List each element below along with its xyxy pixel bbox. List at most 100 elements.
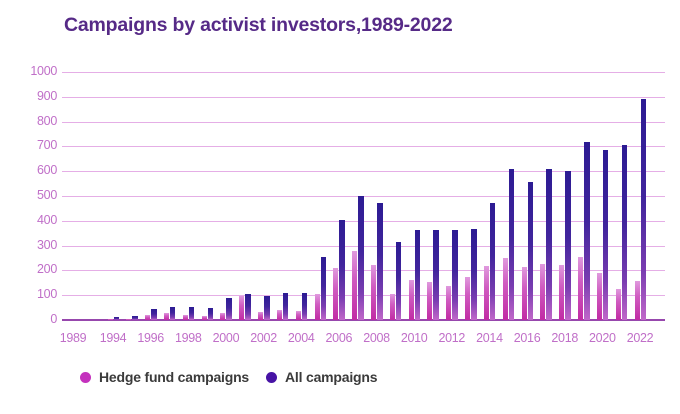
bar-hedge-2013	[465, 276, 471, 320]
x-tick-label: 1994	[99, 331, 127, 345]
bar-all-2017	[546, 168, 552, 320]
y-tick-label: 400	[37, 212, 57, 227]
bar-hedge-2019	[578, 256, 584, 320]
legend-item-hedge-fund-campaigns: Hedge fund campaigns	[80, 369, 249, 385]
bar-all-2001	[245, 294, 251, 320]
y-tick-label: 800	[37, 113, 57, 128]
bar-hedge-2001	[239, 295, 245, 320]
hedge-fund-legend-dot-icon	[80, 371, 91, 383]
x-tick-label: 2016	[513, 331, 541, 345]
bar-hedge-2000	[220, 313, 226, 320]
y-tick-label: 100	[37, 287, 57, 302]
x-tick-label: 2006	[325, 331, 353, 345]
y-tick-label: 500	[37, 188, 57, 202]
bar-hedge-2014	[483, 265, 489, 320]
bar-all-2022	[640, 99, 646, 320]
bar-all-2005	[320, 256, 327, 320]
bar-all-2015	[508, 168, 515, 320]
y-tick-label: 0	[50, 312, 57, 326]
bar-hedge-2006	[333, 268, 339, 320]
x-tick-label: 2004	[287, 331, 315, 345]
bar-hedge-1999	[201, 315, 207, 320]
y-tick-label: 200	[37, 262, 57, 277]
bar-hedge-1995	[126, 318, 132, 320]
bar-all-1997	[169, 306, 176, 320]
bar-hedge-2008	[371, 264, 376, 320]
bar-all-2016	[527, 181, 534, 320]
x-tick-label: 2020	[589, 331, 616, 345]
gridline	[62, 121, 665, 123]
x-tick-label: 1989	[59, 331, 87, 345]
bar-all-2007	[358, 196, 364, 320]
bar-hedge-1996	[145, 314, 151, 320]
bar-hedge-2017	[540, 263, 546, 320]
bar-hedge-1994	[107, 319, 113, 320]
legend-item-all-campaigns: All campaigns	[266, 369, 378, 385]
legend-label: Hedge fund campaigns	[99, 369, 250, 385]
x-tick-label: 2022	[626, 331, 654, 345]
bar-all-2003	[282, 292, 289, 320]
x-tick-label: 2008	[363, 331, 390, 345]
bar-all-2002	[264, 295, 270, 320]
bar-hedge-2011	[427, 281, 433, 320]
bar-all-2008	[377, 202, 383, 320]
y-tick-label: 300	[37, 237, 57, 252]
bar-hedge-2004	[295, 311, 301, 320]
bar-hedge-2009	[389, 293, 395, 320]
x-axis-baseline	[62, 319, 665, 321]
bar-hedge-2020	[596, 272, 602, 320]
bar-all-2013	[471, 228, 477, 320]
y-tick-label: 900	[37, 88, 57, 103]
gridline	[62, 171, 665, 173]
bar-all-2020	[602, 150, 609, 320]
bar-all-2011	[433, 229, 439, 320]
bar-all-2012	[452, 229, 458, 320]
gridline	[62, 72, 665, 73]
bar-all-1994	[113, 316, 119, 320]
x-tick-label: 1998	[174, 331, 202, 345]
bar-all-1995	[132, 315, 138, 320]
x-tick-label: 2014	[476, 331, 503, 345]
bar-hedge-2003	[276, 310, 282, 320]
gridline	[62, 96, 665, 98]
gridline	[62, 146, 665, 148]
x-tick-label: 1996	[137, 331, 164, 345]
bar-all-2018	[565, 171, 571, 320]
bar-all-1999	[207, 307, 214, 320]
x-tick-label: 2018	[551, 331, 578, 345]
bar-all-1996	[151, 309, 157, 320]
bar-all-2010	[414, 229, 421, 320]
bar-hedge-2015	[502, 258, 508, 320]
all-campaigns-legend-dot-icon	[266, 371, 277, 383]
bar-hedge-1998	[182, 315, 188, 320]
x-tick-label: 2010	[400, 331, 428, 345]
legend-label: All campaigns	[285, 369, 378, 385]
bar-all-2000	[226, 298, 232, 320]
chart-title: Campaigns by activist investors,1989-202…	[64, 14, 453, 36]
y-tick-label: 1000	[30, 64, 57, 78]
bar-all-1998	[188, 306, 195, 320]
chart-legend: Hedge fund campaigns All campaigns	[0, 369, 680, 387]
bar-hedge-2002	[258, 311, 264, 320]
bar-hedge-2012	[446, 286, 452, 320]
bar-hedge-2007	[352, 250, 358, 320]
x-tick-label: 2002	[250, 331, 277, 345]
bar-hedge-2005	[314, 294, 320, 320]
bar-all-2019	[584, 141, 590, 320]
bar-all-2009	[395, 242, 402, 320]
bar-hedge-2016	[521, 266, 527, 320]
bar-hedge-1997	[163, 313, 169, 320]
bar-hedge-2021	[615, 289, 621, 320]
bar-hedge-2022	[634, 281, 640, 320]
bar-all-2006	[339, 219, 345, 320]
bar-hedge-2018	[559, 264, 565, 320]
x-tick-label: 2000	[212, 331, 240, 345]
y-tick-label: 600	[37, 163, 57, 178]
x-tick-label: 2012	[438, 331, 466, 345]
bar-all-2021	[621, 144, 628, 320]
bar-all-2004	[301, 293, 308, 320]
bar-hedge-2010	[408, 280, 414, 320]
y-tick-label: 700	[37, 138, 57, 153]
bar-all-2014	[489, 203, 496, 320]
